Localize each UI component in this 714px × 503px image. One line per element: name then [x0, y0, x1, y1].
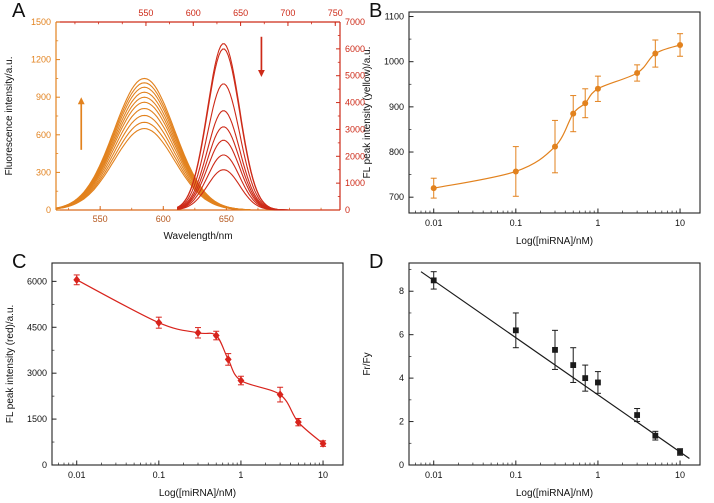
svg-text:6000: 6000	[345, 44, 365, 54]
panel-c-label: C	[12, 251, 27, 273]
svg-text:8: 8	[399, 286, 404, 296]
svg-text:0.1: 0.1	[510, 218, 523, 228]
panel-b: 0.01 0.1 1 10 700 800 900 1000 1100 Log([miRNA]/n…	[357, 0, 714, 251]
svg-text:Wavelength/nm: Wavelength/nm	[163, 231, 232, 242]
panel-b-label: B	[369, 0, 383, 22]
svg-text:650: 650	[219, 214, 234, 224]
svg-text:1000: 1000	[345, 178, 365, 188]
panel-b-plot: 0.01 0.1 1 10 700 800 900 1000 1100 Log([miRNA]/n…	[362, 11, 701, 247]
panel-d-label: D	[369, 251, 384, 273]
svg-text:10: 10	[318, 470, 328, 480]
panel-d: 0.01 0.1 1 10 0 2 4 6 8 Log([miRNA]/nM) Fr/Fy D	[357, 251, 714, 503]
svg-text:Fluorescence intensity/a.u.: Fluorescence intensity/a.u.	[4, 57, 15, 176]
svg-text:900: 900	[36, 92, 51, 102]
svg-text:6000: 6000	[27, 276, 47, 286]
svg-text:FL peak intensity (red)/a.u.: FL peak intensity (red)/a.u.	[5, 305, 16, 424]
panel-a: 550 600 650 550 600 650 700 750 0 300 600 900 1200 15…	[0, 0, 365, 251]
svg-text:1: 1	[595, 218, 600, 228]
svg-text:10: 10	[675, 470, 685, 480]
svg-text:900: 900	[389, 102, 404, 112]
svg-text:Log([miRNA]/nM): Log([miRNA]/nM)	[516, 488, 593, 499]
svg-text:4000: 4000	[345, 98, 365, 108]
svg-text:750: 750	[328, 8, 343, 18]
panel-a-plot: 550 600 650 550 600 650 700 750 0 300 600 900 1200 15…	[4, 8, 365, 242]
svg-text:700: 700	[280, 8, 295, 18]
panel-b-yellow-intensity-chart: 0.01 0.1 1 10 700 800 900 1000 1100 Log([miRNA]/n…	[362, 11, 701, 247]
svg-text:1: 1	[238, 470, 243, 480]
svg-text:5000: 5000	[345, 71, 365, 81]
svg-text:0.1: 0.1	[153, 470, 166, 480]
svg-text:1000: 1000	[384, 57, 404, 67]
svg-text:600: 600	[186, 8, 201, 18]
svg-text:1500: 1500	[27, 414, 47, 424]
panel-c-red-intensity-chart: 0.01 0.1 1 10 0 1500 3000 4500 6000 Log([miRNA]/n…	[5, 262, 344, 499]
svg-text:3000: 3000	[27, 368, 47, 378]
svg-text:7000: 7000	[345, 17, 365, 27]
svg-text:3000: 3000	[345, 124, 365, 134]
svg-text:0.01: 0.01	[425, 470, 443, 480]
svg-text:Log([miRNA]/nM): Log([miRNA]/nM)	[516, 236, 593, 247]
panel-d-ratio-chart: 0.01 0.1 1 10 0 2 4 6 8 Log([miRNA]/nM) Fr/Fy	[362, 262, 701, 499]
svg-text:0: 0	[345, 205, 350, 215]
svg-text:6: 6	[399, 330, 404, 340]
panel-a-label: A	[12, 0, 26, 22]
svg-text:300: 300	[36, 167, 51, 177]
svg-text:0: 0	[42, 460, 47, 470]
panel-c-plot: 0.01 0.1 1 10 0 1500 3000 4500 6000 Log([miRNA]/n…	[5, 262, 344, 499]
svg-text:650: 650	[233, 8, 248, 18]
svg-text:550: 550	[138, 8, 153, 18]
svg-text:0: 0	[46, 205, 51, 215]
panel-d-plot: 0.01 0.1 1 10 0 2 4 6 8 Log([miRNA]/nM) Fr/Fy	[362, 262, 701, 499]
svg-text:600: 600	[156, 214, 171, 224]
svg-text:1200: 1200	[31, 55, 51, 65]
svg-text:600: 600	[36, 130, 51, 140]
svg-text:4: 4	[399, 373, 404, 383]
svg-text:10: 10	[675, 218, 685, 228]
svg-text:2000: 2000	[345, 151, 365, 161]
svg-text:1: 1	[595, 470, 600, 480]
panel-a-spectra-chart: 550 600 650 550 600 650 700 750 0 300 600 900 1200 15…	[4, 8, 365, 242]
svg-text:2: 2	[399, 417, 404, 427]
svg-text:550: 550	[93, 214, 108, 224]
svg-text:1100: 1100	[385, 12, 404, 22]
svg-text:700: 700	[389, 192, 404, 202]
svg-text:4500: 4500	[27, 322, 47, 332]
svg-text:0: 0	[399, 460, 404, 470]
panel-c: 0.01 0.1 1 10 0 1500 3000 4500 6000 Log([miRNA]/n…	[0, 251, 357, 503]
svg-text:0.01: 0.01	[425, 218, 443, 228]
svg-text:Fr/Fy: Fr/Fy	[362, 352, 373, 375]
svg-text:0.01: 0.01	[68, 470, 86, 480]
svg-text:Log([miRNA]/nM): Log([miRNA]/nM)	[159, 488, 236, 499]
svg-text:1500: 1500	[31, 17, 51, 27]
svg-text:0.1: 0.1	[510, 470, 523, 480]
svg-text:FL peak intensity (yellow)/a.u: FL peak intensity (yellow)/a.u.	[362, 47, 373, 179]
svg-text:800: 800	[389, 147, 404, 157]
